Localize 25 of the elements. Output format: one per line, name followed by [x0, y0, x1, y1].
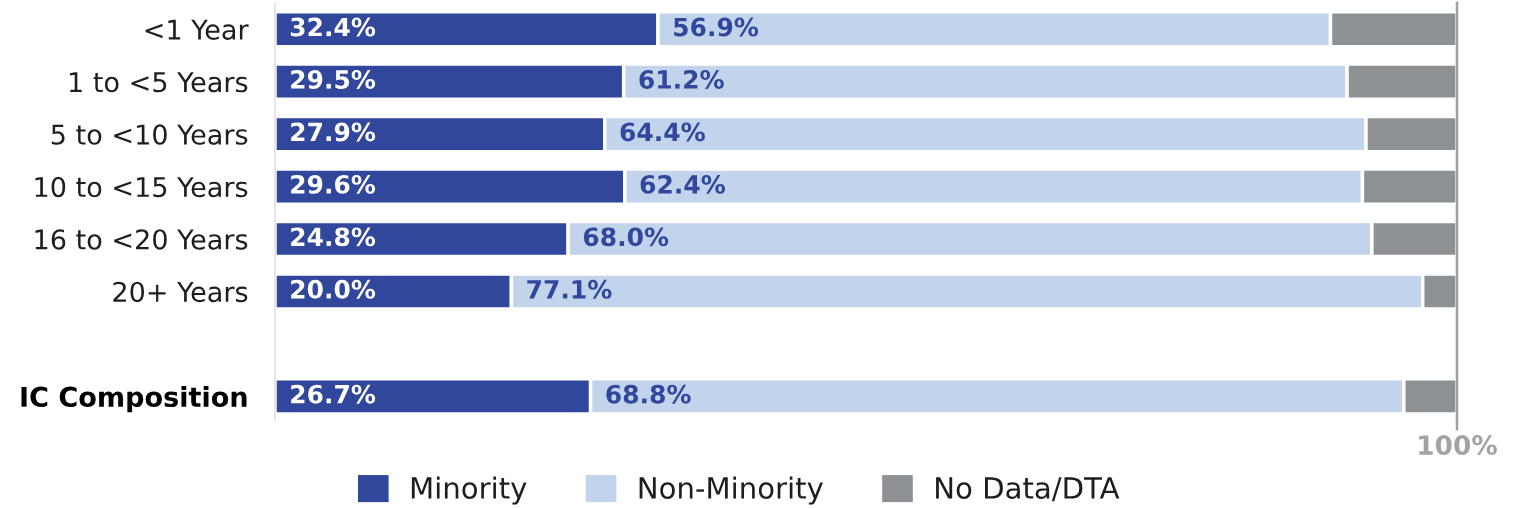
data-label: 68.0%: [583, 227, 669, 247]
y-tick-label: 5 to <10 Years: [51, 124, 248, 145]
data-label: 24.8%: [291, 227, 376, 247]
y-tick-label: IC Composition: [21, 386, 247, 413]
data-label: 29.6%: [291, 174, 376, 194]
y-tick-label: 16 to <20 Years: [35, 229, 248, 250]
data-label: 61.2%: [639, 70, 724, 89]
data-label: 68.8%: [606, 384, 691, 404]
y-tick-label: 1 to <5 Years: [69, 72, 248, 93]
y-tick-label: 20+ Years: [113, 281, 248, 303]
data-label: 62.4%: [640, 174, 725, 194]
data-label: 77.1%: [527, 279, 612, 299]
data-label: 56.9%: [674, 17, 759, 37]
y-tick-label: <1 Year: [145, 19, 249, 40]
y-tick-label: 10 to <15 Years: [35, 176, 248, 198]
data-label: 20.0%: [291, 279, 376, 299]
data-label: 32.4%: [290, 17, 376, 37]
legend-label: No Data/DTA: [936, 477, 1120, 502]
data-label: 64.4%: [620, 122, 705, 142]
data-label: 26.7%: [291, 384, 376, 404]
data-label: 27.9%: [291, 122, 376, 142]
data-label: 29.5%: [291, 70, 376, 89]
legend-label: Minority: [411, 476, 527, 505]
x-tick-label: 100%: [1419, 435, 1497, 456]
legend-label: Non-Minority: [639, 476, 823, 505]
